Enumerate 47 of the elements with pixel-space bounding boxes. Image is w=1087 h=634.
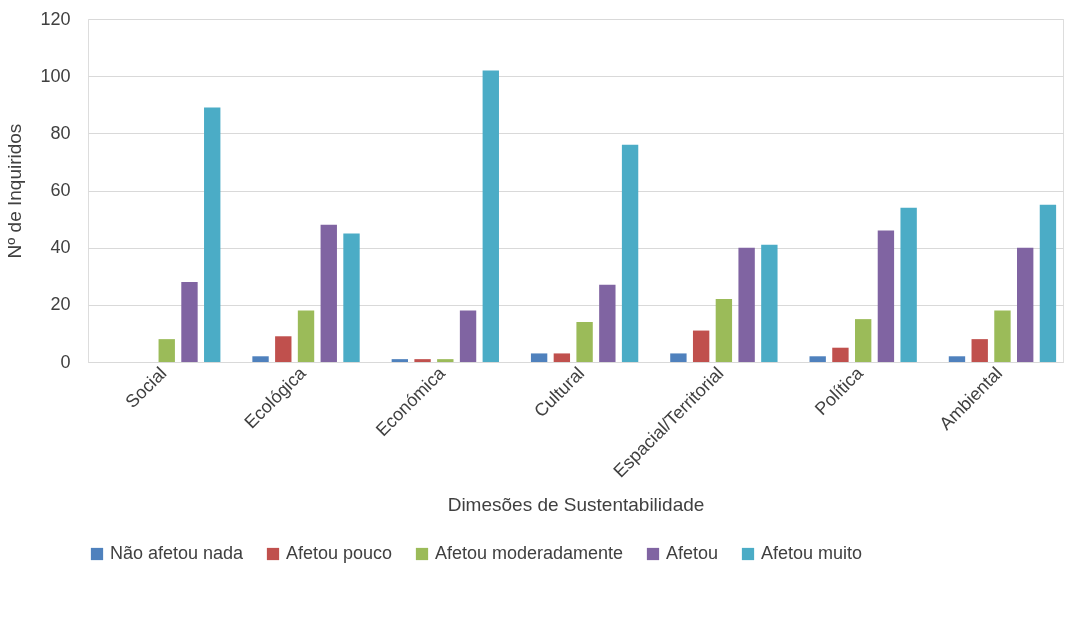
bar	[1017, 247, 1034, 362]
bar	[391, 359, 409, 362]
bar	[204, 107, 221, 362]
bar	[692, 330, 710, 362]
bar	[320, 224, 337, 362]
bar	[738, 247, 755, 362]
bar	[181, 281, 198, 362]
bar	[297, 310, 315, 362]
bar	[761, 244, 778, 362]
bar	[599, 284, 616, 362]
bar	[877, 230, 895, 362]
bar	[553, 353, 571, 362]
bar	[576, 321, 593, 362]
bar	[275, 336, 292, 362]
bar	[437, 359, 454, 362]
bar	[1039, 204, 1057, 362]
bar	[854, 319, 872, 362]
bar	[252, 356, 269, 362]
y-tick-label: 60	[50, 180, 71, 200]
bar	[670, 353, 687, 362]
bar	[994, 310, 1011, 362]
y-tick-label: 80	[50, 122, 71, 143]
y-axis-title: Nº de Inquiridos	[4, 123, 26, 259]
bar	[621, 144, 639, 362]
bar	[343, 233, 360, 362]
bar	[948, 356, 966, 362]
y-tick-label: 120	[40, 8, 71, 29]
y-tick-label: 20	[50, 294, 71, 315]
legend-label: Afetou	[666, 543, 719, 563]
bar	[158, 339, 175, 362]
bar	[809, 356, 826, 362]
bar	[971, 339, 988, 362]
bar	[715, 299, 733, 362]
bar	[459, 310, 477, 362]
bar	[414, 359, 431, 362]
legend-label: Afetou pouco	[286, 543, 393, 563]
legend-label: Não afetou nada	[110, 543, 245, 563]
bar	[900, 207, 917, 362]
bar	[832, 347, 849, 362]
bar	[482, 70, 499, 362]
y-tick-label: 40	[50, 237, 71, 258]
bar	[530, 353, 548, 362]
y-tick-label: 100	[40, 65, 71, 86]
x-axis-title: Dimesões de Sustentabilidade	[447, 494, 705, 516]
legend-label: Afetou moderadamente	[435, 543, 624, 563]
y-tick-label: 0	[60, 351, 71, 372]
legend-label: Afetou muito	[761, 543, 863, 563]
